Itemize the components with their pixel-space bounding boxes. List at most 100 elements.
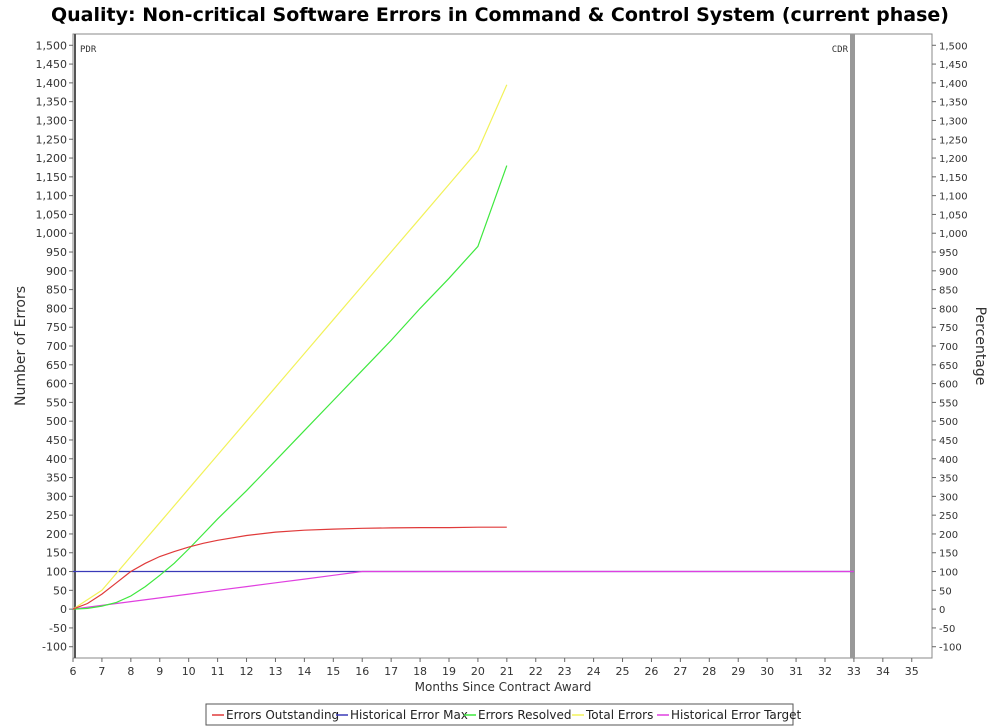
x-tick-label: 27 [673,665,687,678]
y-tick-label: -100 [42,641,67,654]
y-tick-label: 1,250 [36,133,68,146]
legend-label-total-errors: Total Errors [585,708,653,722]
y-right-tick-label: -50 [939,624,955,635]
y-right-tick-label: 750 [939,323,958,334]
y-right-tick-label: 1,400 [939,79,968,90]
y-tick-label: -50 [49,622,67,635]
y-tick-label: 1,350 [36,96,68,109]
legend-label-errors-outstanding: Errors Outstanding [226,708,339,722]
y-right-tick-label: 350 [939,474,958,485]
x-tick-label: 9 [156,665,163,678]
chart-title: Quality: Non-critical Software Errors in… [51,4,949,26]
y-tick-label: 1,300 [36,114,68,127]
y-right-tick-label: 1,100 [939,192,968,203]
y-right-tick-label: 1,000 [939,229,968,240]
y-right-tick-label: 600 [939,380,958,391]
y-right-tick-label: 700 [939,342,958,353]
x-axis-label: Months Since Contract Award [415,680,592,694]
series-layer [72,84,854,610]
y-tick-label: 900 [46,265,67,278]
y-tick-label: 350 [46,472,67,485]
legend-label-historical-error-target: Historical Error Target [671,708,802,722]
y-axis-left: -100 -50 0 50 100 150 200 250 300 350 400 450 500 550… [36,39,73,654]
y-right-tick-label: 800 [939,304,958,315]
x-tick-label: 23 [558,665,572,678]
x-tick-label: 7 [98,665,105,678]
y-tick-label: 600 [46,378,67,391]
y-tick-label: 1,000 [36,227,68,240]
cdr-marker-label: CDR [832,45,849,55]
x-tick-label: 21 [500,665,514,678]
y-right-tick-label: 900 [939,267,958,278]
x-tick-label: 14 [297,665,311,678]
y-tick-label: 1,400 [36,77,68,90]
y-right-tick-label: 850 [939,286,958,297]
x-tick-label: 15 [326,665,340,678]
y-tick-label: 50 [53,584,67,597]
x-tick-label: 10 [182,665,196,678]
y-right-tick-label: 550 [939,398,958,409]
y-tick-label: 950 [46,246,67,259]
x-tick-label: 28 [702,665,716,678]
y-right-tick-label: 1,250 [939,135,968,146]
y-right-tick-label: 1,300 [939,116,968,127]
y-right-tick-label: -100 [939,643,962,654]
y-right-tick-label: 500 [939,417,958,428]
y-right-tick-label: 1,050 [939,210,968,221]
y-tick-label: 1,050 [36,208,68,221]
y-tick-label: 0 [60,603,67,616]
y-right-tick-label: 200 [939,530,958,541]
y-tick-label: 200 [46,528,67,541]
y-tick-label: 300 [46,490,67,503]
y-tick-label: 550 [46,396,67,409]
x-tick-label: 35 [905,665,919,678]
y-right-tick-label: 150 [939,549,958,560]
y-right-tick-label: 1,150 [939,173,968,184]
x-tick-label: 13 [268,665,282,678]
y-right-tick-label: 1,200 [939,154,968,165]
x-tick-label: 22 [529,665,543,678]
y-right-tick-label: 1,450 [939,60,968,71]
y-tick-label: 150 [46,547,67,560]
y-right-tick-label: 400 [939,455,958,466]
series-line-errors-outstanding [72,526,507,610]
y-right-tick-label: 50 [939,586,952,597]
y-tick-label: 1,200 [36,152,68,165]
x-tick-label: 8 [127,665,134,678]
x-tick-label: 17 [384,665,398,678]
x-tick-label: 12 [240,665,254,678]
x-tick-label: 18 [413,665,427,678]
x-tick-label: 33 [847,665,861,678]
x-axis: 6 7 8 9 10 11 12 13 14 15 16 17 18 19 20 21 22 23 24 25 26 27… [70,658,919,678]
y-tick-label: 1,500 [36,39,68,52]
pdr-marker-label: PDR [80,45,97,55]
y-tick-label: 650 [46,359,67,372]
y-axis-right: -100 -50 0 50 100 150 200 250 300 350 400 450 500 550… [932,41,968,654]
x-tick-label: 32 [818,665,832,678]
y-tick-label: 1,100 [36,190,68,203]
x-tick-label: 11 [211,665,225,678]
legend: Errors Outstanding Historical Error Max … [205,703,802,726]
x-tick-label: 20 [471,665,485,678]
x-tick-label: 26 [644,665,658,678]
y-right-tick-label: 450 [939,436,958,447]
legend-label-errors-resolved: Errors Resolved [478,708,572,722]
y-tick-label: 450 [46,434,67,447]
y-tick-label: 1,450 [36,58,68,71]
y-right-tick-label: 950 [939,248,958,259]
x-tick-label: 30 [760,665,774,678]
y-tick-label: 250 [46,509,67,522]
series-line-errors-resolved [72,165,508,610]
y-tick-label: 800 [46,302,67,315]
plot-area [72,33,933,659]
y-axis-label: Number of Errors [13,286,29,406]
y-right-tick-label: 1,500 [939,41,968,52]
y-axis-label-right: Percentage [972,307,988,386]
legend-box [205,703,794,726]
y-tick-label: 1,150 [36,171,68,184]
y-tick-label: 400 [46,453,67,466]
y-right-tick-label: 1,350 [939,98,968,109]
y-tick-label: 850 [46,284,67,297]
y-tick-label: 750 [46,321,67,334]
